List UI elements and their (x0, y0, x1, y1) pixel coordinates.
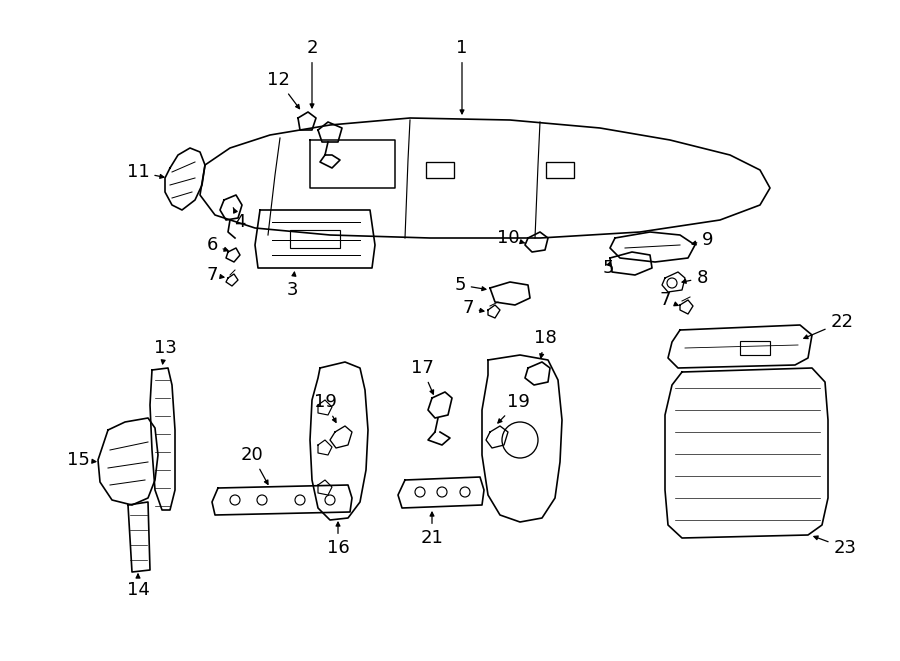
Text: 19: 19 (313, 393, 337, 422)
Text: 7: 7 (463, 299, 484, 317)
Text: 17: 17 (410, 359, 434, 394)
Text: 13: 13 (154, 339, 176, 364)
Text: 7: 7 (659, 291, 678, 309)
Text: 18: 18 (534, 329, 556, 358)
Text: 12: 12 (266, 71, 300, 108)
Text: 1: 1 (456, 39, 468, 114)
Text: 3: 3 (286, 272, 298, 299)
Text: 16: 16 (327, 522, 349, 557)
Text: 14: 14 (127, 574, 149, 599)
Text: 2: 2 (306, 39, 318, 108)
Bar (426, 162, 454, 178)
Text: 10: 10 (497, 229, 525, 247)
Text: 4: 4 (233, 208, 246, 231)
Text: 7: 7 (206, 266, 224, 284)
Text: 22: 22 (804, 313, 853, 338)
Text: 21: 21 (420, 512, 444, 547)
Text: 9: 9 (692, 231, 714, 249)
Bar (546, 162, 574, 178)
Text: 15: 15 (67, 451, 96, 469)
Text: 19: 19 (498, 393, 529, 423)
Text: 5: 5 (454, 276, 486, 294)
Text: 6: 6 (206, 236, 228, 254)
Text: 5: 5 (602, 259, 614, 277)
Text: 23: 23 (814, 536, 857, 557)
Text: 20: 20 (240, 446, 268, 485)
Bar (290, 230, 340, 248)
Text: 11: 11 (127, 163, 164, 181)
Bar (740, 341, 770, 355)
Text: 8: 8 (682, 269, 707, 287)
